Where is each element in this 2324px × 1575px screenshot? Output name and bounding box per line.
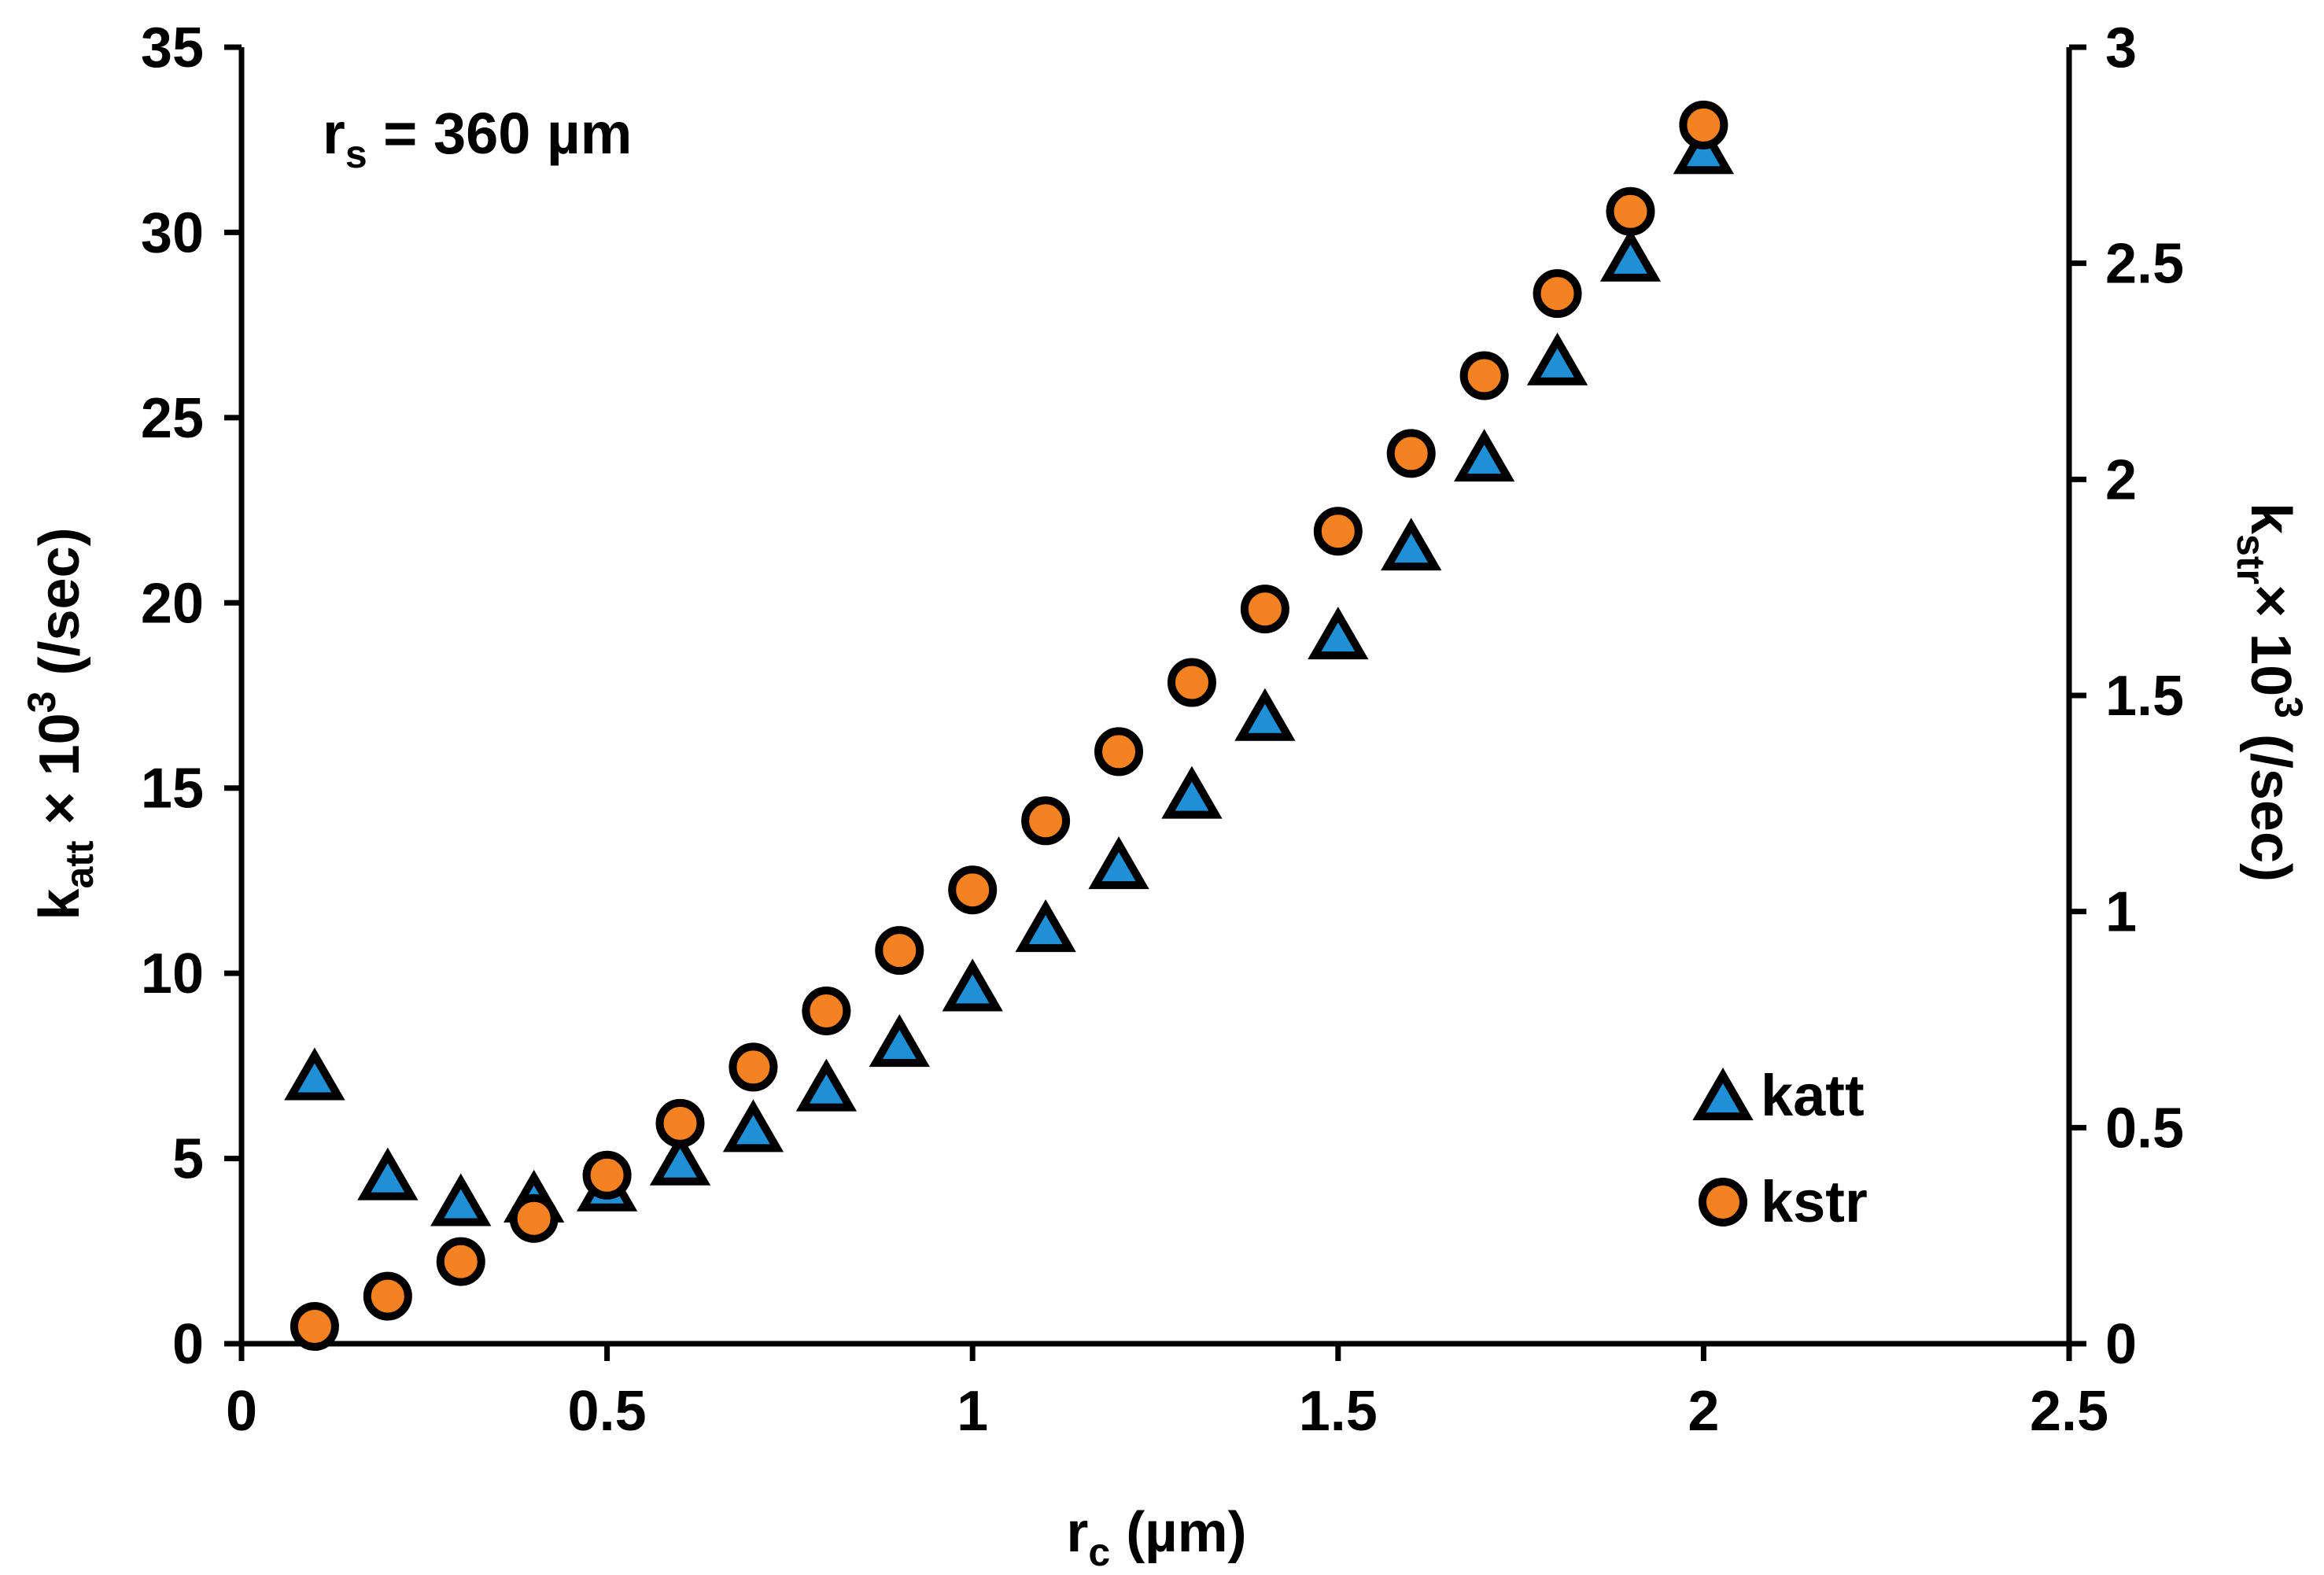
katt-point: [430, 1173, 492, 1226]
series-layer: [284, 100, 1735, 1352]
kstr-point: [655, 1098, 705, 1148]
y-left-tick-label: 10: [141, 942, 204, 1005]
kstr-point: [1094, 727, 1144, 776]
katt-point: [795, 1058, 858, 1112]
x-tick-label: 0: [226, 1380, 257, 1443]
y-left-tick-label: 20: [141, 572, 204, 635]
y-axis-right-title: kstr× 103 (/sec): [2229, 503, 2311, 882]
y-left-tick-label: 25: [141, 387, 204, 450]
x-tick-label: 2.5: [2030, 1380, 2108, 1443]
kstr-point: [729, 1042, 778, 1092]
katt-point: [869, 1014, 930, 1068]
series-katt: [284, 121, 1735, 1226]
katt-point: [1526, 332, 1588, 385]
katt-point: [942, 958, 1003, 1012]
legend-kstr-marker: [1699, 1178, 1747, 1226]
x-axis-title: rc (µm): [1066, 1501, 1246, 1574]
kstr-point: [509, 1193, 559, 1243]
katt-point: [1308, 607, 1369, 660]
x-tick-label: 1: [957, 1380, 988, 1443]
katt-point: [357, 1147, 419, 1201]
katt-point: [1161, 765, 1223, 819]
y-right-tick-label: 3: [2105, 17, 2137, 79]
axes: [238, 47, 2072, 1347]
kstr-point: [948, 865, 998, 915]
kstr-point: [1021, 796, 1071, 846]
kstr-point: [363, 1271, 412, 1321]
katt-point: [1381, 518, 1442, 571]
y-right-tick-label: 0: [2105, 1313, 2137, 1376]
y-right-tick-label: 0.5: [2105, 1097, 2184, 1160]
katt-point: [1015, 899, 1076, 953]
legend-katt-label: katt: [1761, 1063, 1865, 1128]
kstr-point: [1679, 100, 1728, 149]
kstr-point: [1313, 507, 1363, 556]
x-tick-label: 0.5: [568, 1380, 647, 1443]
kstr-point: [436, 1237, 485, 1286]
y-right-tick-label: 2.5: [2105, 233, 2184, 296]
x-tick-label: 1.5: [1299, 1380, 1378, 1443]
x-tick-label: 2: [1688, 1380, 1719, 1443]
series-kstr: [290, 100, 1728, 1352]
y-left-tick-label: 35: [141, 17, 204, 79]
kstr-point: [1606, 186, 1655, 236]
legend: katt kstr: [1692, 1063, 1868, 1234]
kstr-point: [290, 1302, 339, 1352]
kstr-point: [1386, 429, 1436, 478]
y-left-tick-label: 15: [141, 758, 204, 821]
kstr-point: [1167, 658, 1216, 707]
legend-kstr-label: kstr: [1761, 1169, 1868, 1234]
annotation-rs: rs = 360 µm: [323, 101, 632, 176]
katt-point: [722, 1099, 784, 1153]
katt-point: [1088, 836, 1149, 890]
y-right-tick-label: 2: [2105, 448, 2137, 511]
katt-point: [1673, 121, 1735, 175]
legend-katt-marker: [1692, 1067, 1754, 1120]
y-left-tick-label: 0: [172, 1313, 204, 1376]
kstr-point: [875, 926, 924, 976]
y-left-tick-label: 30: [141, 201, 204, 264]
katt-point: [1453, 429, 1515, 482]
y-left-tick-label: 5: [172, 1128, 204, 1191]
kstr-point: [802, 987, 851, 1036]
y-right-tick-label: 1: [2105, 881, 2137, 944]
katt-point: [1234, 688, 1296, 741]
y-right-tick-label: 1.5: [2105, 665, 2184, 728]
katt-point: [1599, 228, 1662, 282]
katt-point: [284, 1047, 345, 1101]
kstr-point: [1533, 269, 1582, 319]
katt-point: [649, 1132, 711, 1186]
y-axis-left-title: katt × 103 (/sec): [20, 527, 101, 920]
kstr-point: [1459, 351, 1509, 400]
kstr-point: [1240, 585, 1289, 634]
kstr-point: [582, 1150, 632, 1200]
